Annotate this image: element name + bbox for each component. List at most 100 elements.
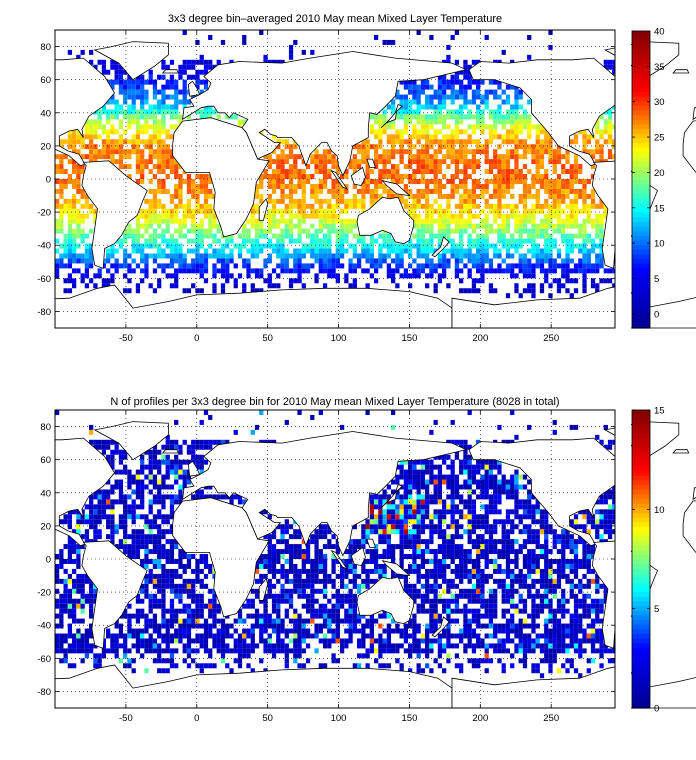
data-cell [195,598,200,604]
data-cell [144,449,149,455]
data-cell [391,504,396,510]
data-cell [467,99,472,105]
data-cell [518,258,523,264]
data-cell [89,519,94,525]
data-cell [246,598,251,604]
data-cell [118,164,124,170]
data-cell [182,69,187,75]
data-cell [352,524,357,530]
data-cell [527,183,532,189]
data-cell [603,208,608,214]
data-cell [378,248,383,254]
data-cell [135,618,141,624]
data-cell [437,653,443,659]
data-cell [527,119,532,125]
data-cell [437,618,443,624]
data-cell [314,549,319,555]
data-cell [552,179,557,184]
data-cell [152,79,158,85]
data-cell [408,534,413,540]
data-cell [140,213,145,219]
data-cell [118,469,124,475]
data-cell [242,648,247,654]
data-cell [178,484,183,490]
data-cell [59,213,64,219]
data-cell [233,278,238,284]
data-cell [254,188,260,194]
data-cell [59,643,64,649]
data-cell [480,99,485,105]
data-cell [352,169,357,175]
data-cell [293,164,298,170]
data-cell [348,218,353,224]
data-cell [152,559,158,564]
data-cell [93,519,98,525]
data-cell [161,59,166,65]
data-cell [433,233,438,239]
data-cell [152,104,158,110]
data-cell [89,603,94,609]
data-cell [203,114,209,120]
data-cell [301,248,306,254]
data-cell [174,238,179,244]
x-tick-label: 150 [402,333,418,344]
data-cell [416,499,421,505]
data-cell [110,243,115,249]
data-cell [144,124,149,130]
data-cell [454,159,460,165]
data-cell [476,203,481,209]
data-cell [420,114,426,120]
data-cell [467,74,472,80]
data-cell [267,238,272,244]
data-cell [148,154,153,160]
data-cell [399,539,404,545]
data-cell [446,149,451,155]
data-cell [416,549,421,555]
data-cell [114,114,119,120]
data-cell [497,84,502,90]
data-cell [437,638,443,644]
data-cell [403,534,409,540]
data-cell [518,263,523,269]
data-cell [378,243,383,249]
data-cell [573,203,579,209]
data-cell [408,544,413,550]
data-cell [208,218,213,224]
data-cell [501,258,506,264]
data-cell [590,164,596,170]
data-cell [140,268,145,274]
data-cell [97,109,102,115]
data-cell [454,139,460,145]
data-cell [344,583,349,589]
data-cell [463,203,468,209]
data-cell [280,139,285,145]
data-cell [527,283,532,289]
data-cell [203,618,209,624]
data-cell [348,549,353,555]
data-cell [148,549,153,555]
data-cell [395,129,400,135]
data-cell [412,198,417,204]
data-cell [169,524,175,530]
data-cell [527,288,532,294]
data-cell [297,198,302,204]
data-cell [412,169,417,175]
data-cell [471,99,477,105]
data-cell [242,39,247,45]
data-cell [280,183,285,189]
data-cell [208,414,213,420]
data-cell [488,268,494,274]
data-cell [488,203,494,209]
data-cell [191,593,196,599]
data-cell [327,623,332,629]
data-cell [522,208,528,214]
data-cell [271,583,277,589]
data-cell [420,79,426,85]
data-cell [318,223,323,229]
data-cell [416,519,421,525]
data-cell [420,89,426,95]
data-cell [459,159,464,165]
data-cell [250,243,255,249]
data-cell [123,79,128,85]
data-cell [573,233,579,239]
